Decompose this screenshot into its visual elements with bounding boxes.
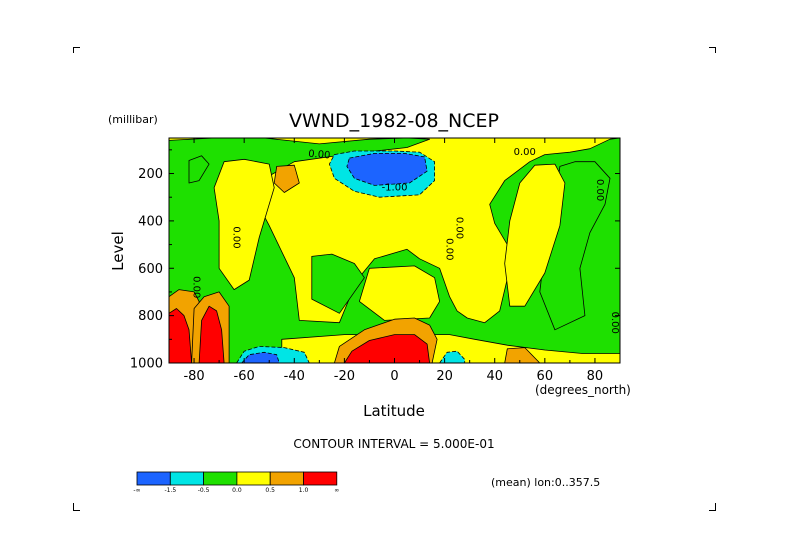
contour-region-orange <box>273 164 300 193</box>
chart-title: VWND_1982-08_NCEP <box>289 110 499 132</box>
y-tick-label: 600 <box>138 262 163 277</box>
x-axis: -80 -60 -40 -20 0 20 40 60 80 <box>168 138 621 384</box>
contour-label: 0.00 <box>609 312 620 334</box>
contour-region-cyan <box>439 350 466 363</box>
color-scale-swatch <box>169 471 205 486</box>
color-scale-label: 1.0 <box>299 487 309 494</box>
contour-fills <box>169 138 620 363</box>
x-tick-label: 0 <box>390 369 398 384</box>
contour-interval-text: CONTOUR INTERVAL = 5.000E-01 <box>293 437 494 451</box>
contour-region-blue <box>346 152 428 186</box>
color-scale-swatch <box>303 471 338 486</box>
contour-label: 0.00 <box>191 276 202 298</box>
color-scale-swatch <box>136 471 171 486</box>
y-tick-label: 1000 <box>130 357 163 372</box>
corner-mark-top-right <box>709 47 716 53</box>
x-tick-label: -60 <box>234 369 255 384</box>
x-tick-label: 20 <box>436 369 453 384</box>
contour-region-orange <box>504 347 541 363</box>
color-scale-swatch <box>203 471 238 486</box>
contour-region-yellow <box>358 265 441 321</box>
y-axis-label: Level <box>109 231 127 271</box>
x-tick-label: -20 <box>334 369 355 384</box>
contour-region-blue <box>241 351 280 363</box>
contour-label: 0.00 <box>231 226 242 248</box>
x-tick-label: 60 <box>537 369 554 384</box>
x-axis-units: (degrees_north) <box>535 383 631 397</box>
color-scale-label: 0.5 <box>265 487 275 494</box>
contour-region-red <box>343 334 431 363</box>
plot-area: 0.00-1.000.000.000.000.000.000.000.00 <box>168 137 621 364</box>
color-scale-label: -∞ <box>133 487 140 494</box>
y-axis: 200 400 600 800 1000 <box>130 149 620 372</box>
color-scale-label: -0.5 <box>198 487 210 494</box>
mean-longitude-text: (mean) lon:0..357.5 <box>491 476 600 489</box>
contour-label: 0.00 <box>514 147 536 158</box>
contour-region-green <box>311 253 365 314</box>
y-tick-label: 800 <box>138 309 163 324</box>
color-scale-swatch <box>236 471 271 486</box>
contour-region-yellow <box>504 163 566 307</box>
contour-region-yellow <box>213 158 275 291</box>
x-tick-label: -40 <box>284 369 305 384</box>
contour-region-red <box>169 308 193 363</box>
page-corner-marks <box>73 47 716 511</box>
color-scale-label: 0.0 <box>232 487 242 494</box>
contour-region-green <box>188 155 210 184</box>
contour-label: -1.00 <box>382 183 408 194</box>
corner-mark-top-left <box>73 47 80 53</box>
y-axis-units: (millibar) <box>108 113 158 126</box>
color-scale-swatch <box>269 471 304 486</box>
color-scale-bar: -∞ -1.5 -0.5 0.0 0.5 1.0 ∞ <box>133 471 339 494</box>
contour-region-green <box>169 138 620 363</box>
contour-label: 0.00 <box>594 179 605 201</box>
x-axis-label: Latitude <box>363 402 425 420</box>
contour-label: 0.00 <box>454 217 465 239</box>
x-tick-label: 40 <box>486 369 503 384</box>
y-tick-label: 200 <box>138 167 163 182</box>
color-scale-label: -1.5 <box>164 487 176 494</box>
color-scale-label: ∞ <box>334 487 339 494</box>
contour-region-red <box>198 305 225 363</box>
x-tick-label: 80 <box>587 369 604 384</box>
contour-label: 0.00 <box>308 149 331 162</box>
contour-label: 0.00 <box>444 238 455 260</box>
corner-mark-bottom-right <box>709 503 716 511</box>
corner-mark-bottom-left <box>73 503 80 511</box>
contour-labels: 0.00-1.000.000.000.000.000.000.000.00 <box>191 147 620 334</box>
x-tick-label: -80 <box>183 369 204 384</box>
y-tick-label: 400 <box>138 214 163 229</box>
